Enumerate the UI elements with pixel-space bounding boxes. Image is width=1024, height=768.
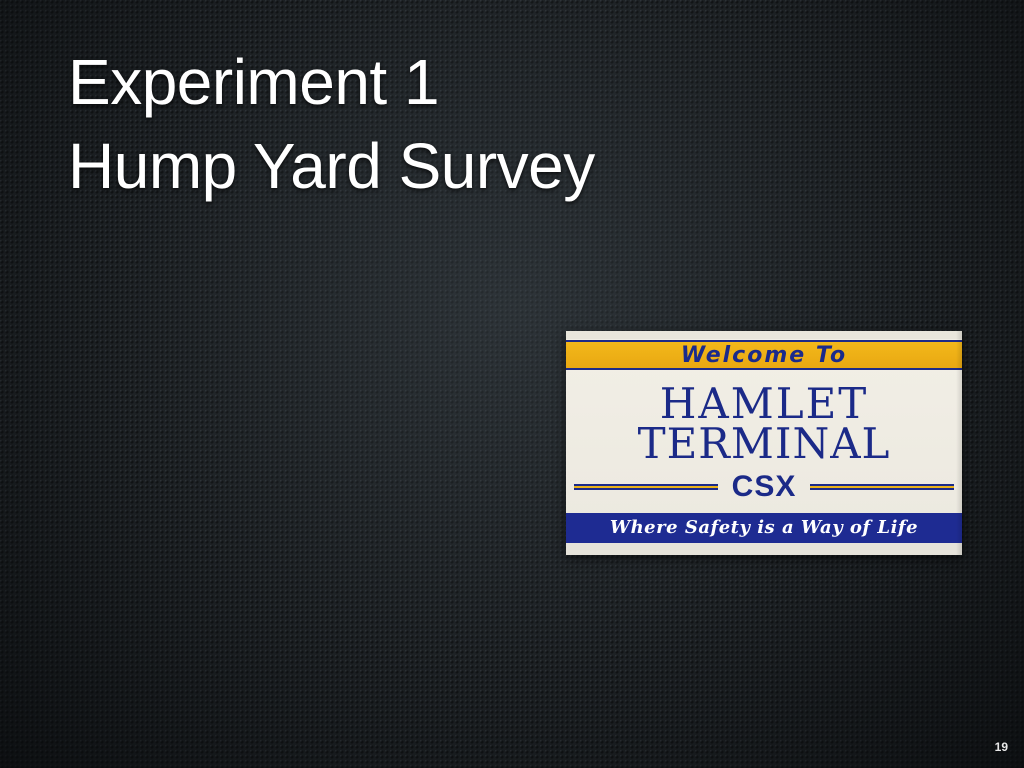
slide-title: Experiment 1 Hump Yard Survey: [68, 40, 595, 208]
sign-slogan-band: Where Safety is a Way of Life: [566, 513, 962, 543]
hamlet-terminal-sign-photo: Welcome To HAMLET TERMINAL CSX Where Saf…: [566, 331, 962, 555]
sign-terminal-text: TERMINAL: [637, 419, 891, 468]
sign-hamlet-text: HAMLET: [659, 379, 869, 428]
sign-slogan-text: Where Safety is a Way of Life: [609, 517, 919, 538]
sign-welcome-text: Welcome To: [680, 343, 848, 368]
sign-welcome-band: Welcome To: [566, 340, 962, 370]
sign-rule-left: [574, 484, 719, 490]
sign-edge-shadow: [956, 331, 962, 555]
slide-title-line-2: Hump Yard Survey: [68, 130, 595, 202]
slide-number: 19: [994, 740, 1008, 754]
sign-rule-right: [809, 484, 954, 490]
sign-csx-row: CSX: [574, 470, 954, 503]
sign-bottom-strip: [566, 543, 962, 555]
slide-title-line-1: Experiment 1: [68, 46, 440, 118]
sign-top-strip: [566, 331, 962, 339]
csx-logo-text: CSX: [731, 470, 797, 503]
